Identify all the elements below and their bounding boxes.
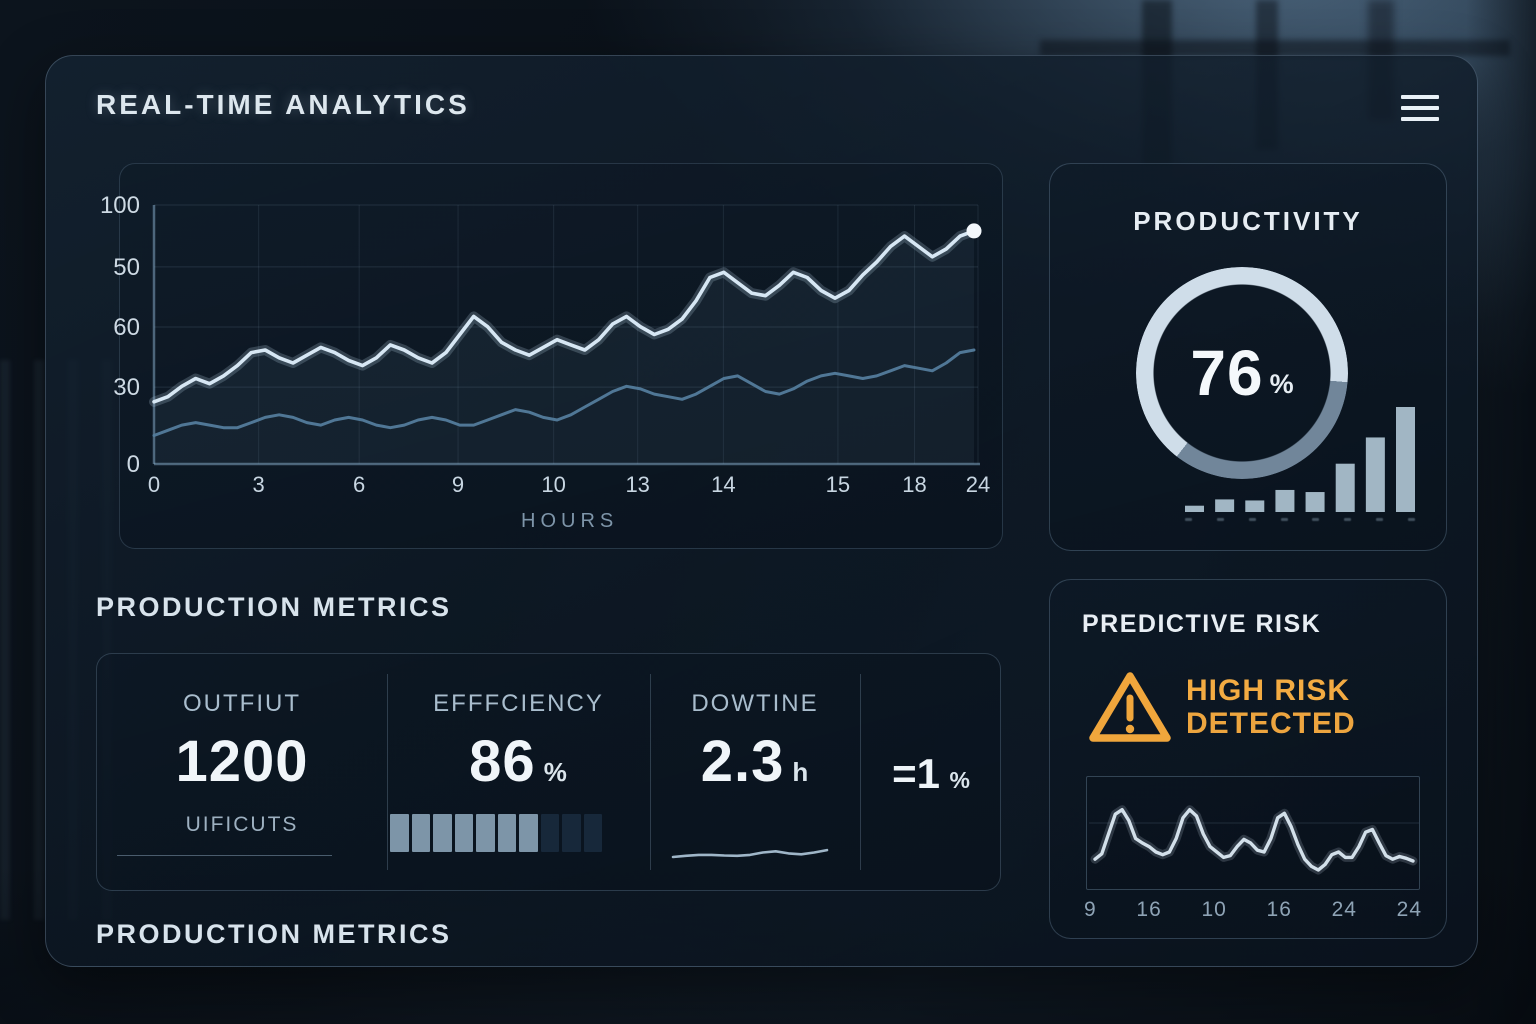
productivity-gauge-ring — [1136, 267, 1348, 479]
efficiency-segment — [583, 814, 602, 852]
metric-downtime: DOWTINE 2.3 h — [650, 654, 860, 890]
svg-text:HOURS: HOURS — [521, 510, 618, 532]
risk-x-tick: 16 — [1266, 898, 1292, 921]
risk-title: PREDICTIVE RISK — [1082, 610, 1322, 638]
analytics-line-chart: 100 50 60 30 00 3 6 9 10 13 14 15 18 24 HOURS — [100, 192, 990, 532]
risk-chart-box — [1086, 776, 1420, 890]
risk-sparkline-chart — [1089, 805, 1419, 875]
output-underline — [117, 855, 332, 856]
efficiency-segment — [540, 814, 559, 852]
window-mullion — [1040, 40, 1510, 56]
predictive-risk-card: PREDICTIVE RISK HIGH RISK DETECTED 9 16 10… — [1049, 579, 1447, 939]
svg-text:14: 14 — [711, 472, 735, 497]
svg-text:0: 0 — [148, 472, 160, 497]
efficiency-segment — [433, 814, 452, 852]
analytics-chart-card: 100 50 60 30 0 0 3 6 9 10 13 14 15 18 24 HOURS — [100, 163, 1003, 549]
svg-text:0: 0 — [127, 451, 140, 478]
productivity-title: PRODUCTIVITY — [1133, 206, 1363, 236]
menu-button hamburger-icon[interactable] — [1401, 95, 1439, 121]
metric-efficiency: EFFFCIENCY 86% — [387, 654, 650, 890]
svg-text:13: 13 — [625, 472, 649, 497]
output-unit: UIFICUTS — [185, 813, 299, 836]
efficiency-progress-bar — [390, 814, 602, 852]
svg-text:100: 100 — [100, 192, 140, 219]
risk-alert-text: HIGH RISK DETECTED — [1186, 674, 1356, 740]
production-metrics-panel: OUTFIUT 1200 UIFICUTS EFFFCIENCY 86% DOW… — [96, 653, 1001, 891]
efficiency-segment — [411, 814, 430, 852]
metric-output: OUTFIUT 1200 UIFICUTS — [97, 654, 387, 890]
page-title: REAL-TIME ANALYTICS — [96, 89, 470, 120]
divider — [387, 674, 388, 870]
efficiency-segment — [497, 814, 516, 852]
risk-x-tick: 9 — [1084, 898, 1097, 921]
svg-text:15: 15 — [826, 472, 850, 497]
productivity-gauge-value: 76 % — [1190, 337, 1294, 409]
svg-text:10: 10 — [541, 472, 565, 497]
downtime-sparkline — [671, 848, 829, 859]
output-value: 1200 — [175, 729, 309, 794]
metric-delta: =1 % — [860, 750, 1002, 798]
efficiency-segment — [454, 814, 473, 852]
svg-text:6: 6 — [353, 472, 365, 497]
dashboard-panel: REAL-TIME ANALYTICS 100 50 60 30 0 0 3 6 9 10 13 14… — [45, 55, 1478, 967]
efficiency-segment — [390, 814, 409, 852]
delta-value: =1 — [892, 750, 940, 797]
productivity-bar-chart — [1185, 407, 1415, 512]
efficiency-segment — [519, 814, 538, 852]
output-label: OUTFIUT — [183, 690, 301, 717]
footer-production-metrics-title: PRODUCTION METRICS — [96, 919, 452, 949]
divider — [860, 674, 861, 870]
bar-axis-marks — [1185, 518, 1415, 521]
downtime-label: DOWTINE — [691, 690, 819, 717]
svg-text:30: 30 — [113, 374, 140, 401]
production-metrics-title: PRODUCTION METRICS — [96, 592, 452, 622]
svg-text:60: 60 — [113, 314, 140, 341]
downtime-value: 2.3 h — [700, 729, 810, 794]
svg-text:9: 9 — [452, 472, 464, 497]
risk-x-tick: 10 — [1201, 898, 1227, 921]
svg-text:24: 24 — [966, 472, 990, 497]
divider — [650, 674, 651, 870]
warning-triangle-icon — [1089, 672, 1171, 742]
svg-text:50: 50 — [113, 254, 140, 281]
risk-x-tick: 16 — [1136, 898, 1162, 921]
productivity-card: PRODUCTIVITY 76 % — [1049, 163, 1447, 551]
efficiency-label: EFFFCIENCY — [433, 690, 604, 717]
delta-unit: % — [949, 767, 970, 793]
svg-text:18: 18 — [902, 472, 926, 497]
efficiency-segment — [562, 814, 581, 852]
risk-x-tick: 24 — [1396, 898, 1422, 921]
efficiency-value: 86% — [469, 729, 568, 794]
risk-x-tick: 24 — [1331, 898, 1357, 921]
efficiency-segment — [476, 814, 495, 852]
risk-x-axis-labels: 9 16 10 16 24 24 — [1084, 898, 1422, 922]
svg-text:3: 3 — [253, 472, 265, 497]
